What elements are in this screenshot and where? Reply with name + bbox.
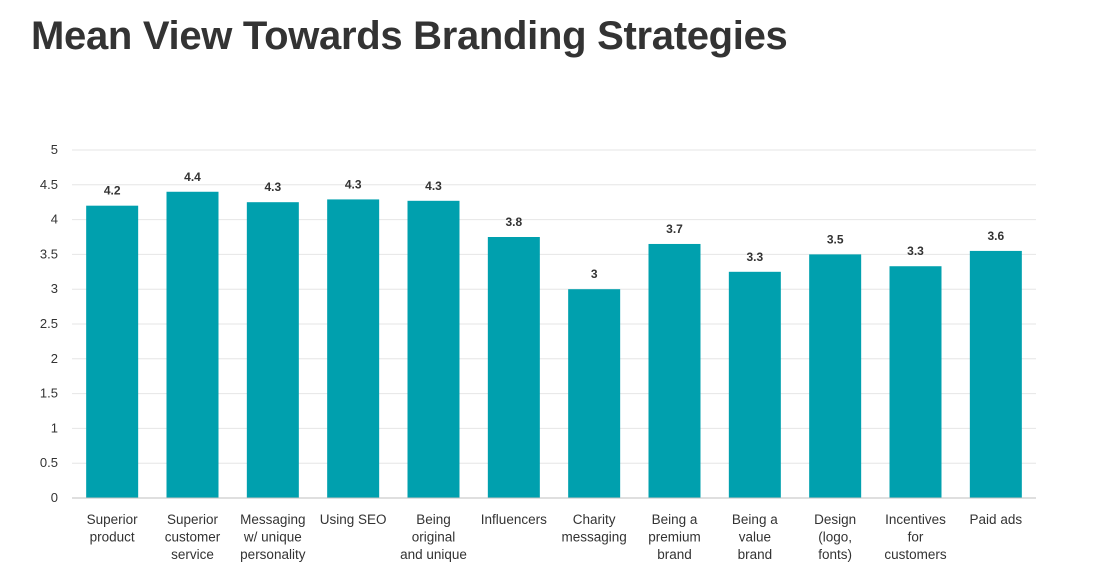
bar [889,266,942,498]
bar [407,200,460,499]
y-tick-label: 2.5 [40,316,58,331]
data-label: 3.3 [907,244,924,258]
bar [246,202,299,498]
x-category-label: Superior [167,512,219,527]
y-tick-label: 4.5 [40,177,58,192]
x-category-label: Being a [732,512,778,527]
data-label: 4.3 [345,177,362,191]
data-label: 3.3 [746,250,763,264]
x-category-label: fonts) [818,547,852,562]
bar [728,271,781,498]
data-labels: 4.2 4.4 4.3 4.3 4.3 3.8 3 3.7 3.3 3.5 3.3 3.6 [104,170,1005,281]
x-category-label: messaging [562,530,627,545]
x-category-label: Incentives [885,512,946,527]
x-category-label: value [739,530,771,545]
x-category-label: Being [416,512,451,527]
y-tick-label: 0.5 [40,455,58,470]
bar [648,243,701,498]
x-category-label: Design [814,512,856,527]
bars [86,191,1022,499]
x-category-label: product [90,530,135,545]
gridlines [72,149,1036,464]
x-category-label: original [412,530,456,545]
x-category-label: service [171,547,214,562]
x-category-label: Using SEO [320,512,387,527]
x-category-label: Paid ads [970,512,1023,527]
x-category-label: premium [648,530,701,545]
x-category-label: (logo, [818,530,852,545]
bar [487,237,540,498]
x-category-label: customers [884,547,947,562]
x-category-label: personality [240,547,306,562]
x-category-label: Being a [652,512,698,527]
x-category-label: for [908,530,924,545]
data-label: 4.3 [264,180,281,194]
x-axis-categories: Superior product Superior customer service Me… [87,512,1023,562]
x-category-label: w/ unique [243,530,302,545]
bar [568,289,621,498]
y-tick-label: 2 [51,351,58,366]
bar [969,250,1022,498]
data-label: 4.3 [425,179,442,193]
x-category-label: Influencers [481,512,547,527]
data-label: 4.4 [184,170,201,184]
bar [166,191,219,498]
x-category-label: and unique [400,547,467,562]
data-label: 3 [591,267,598,281]
data-label: 3.6 [987,229,1004,243]
y-tick-label: 1 [51,420,58,435]
y-tick-label: 0 [51,490,58,505]
x-category-label: Charity [573,512,616,527]
y-axis-ticks: 0 0.5 1 1.5 2 2.5 3 3.5 4 4.5 5 [40,142,58,505]
bar [809,254,862,498]
chart-title: Mean View Towards Branding Strategies [31,14,788,58]
data-label: 3.8 [505,215,522,229]
x-category-label: brand [657,547,692,562]
y-tick-label: 4 [51,212,58,227]
y-tick-label: 3 [51,281,58,296]
bar [86,205,139,498]
data-label: 3.5 [827,232,844,246]
data-label: 4.2 [104,184,121,198]
bar [327,199,380,498]
x-category-label: Superior [87,512,139,527]
y-tick-label: 1.5 [40,386,58,401]
x-category-label: Messaging [240,512,305,527]
x-category-label: customer [165,530,221,545]
data-label: 3.7 [666,222,683,236]
x-category-label: brand [738,547,773,562]
y-tick-label: 5 [51,142,58,157]
y-tick-label: 3.5 [40,246,58,261]
